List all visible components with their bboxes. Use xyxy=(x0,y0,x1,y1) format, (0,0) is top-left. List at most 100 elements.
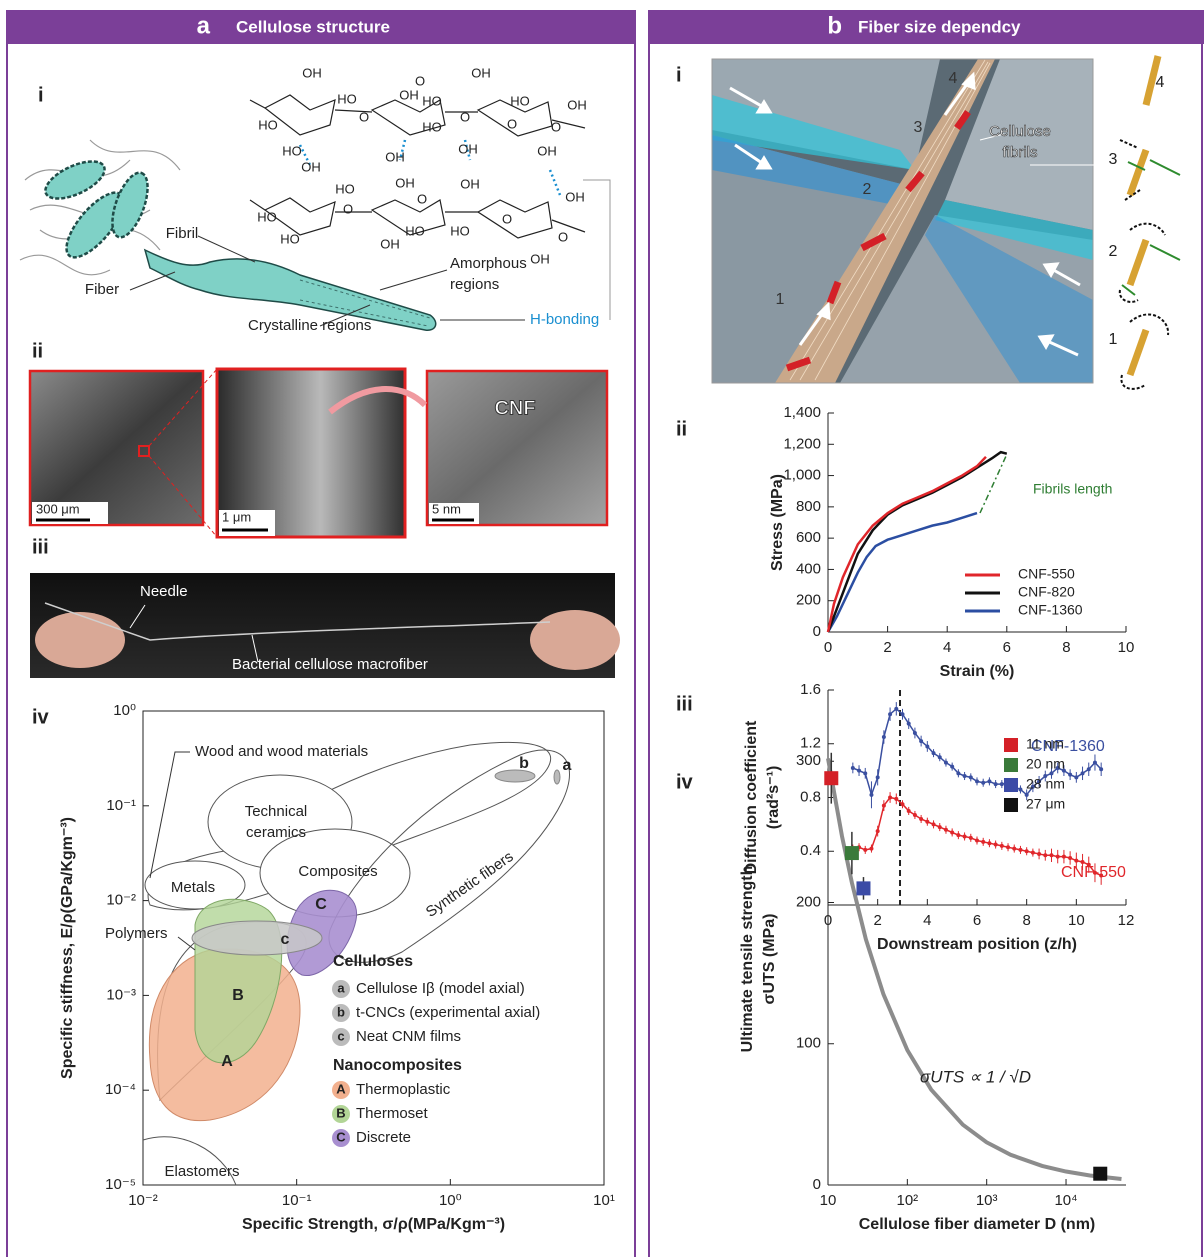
x-tick-label: 2 xyxy=(883,639,891,656)
subpanel-label: iv xyxy=(676,771,694,793)
point xyxy=(925,744,929,748)
legend-swatch xyxy=(1004,778,1018,792)
y-tick-label: 0.4 xyxy=(800,842,821,859)
point xyxy=(876,775,880,779)
point xyxy=(1081,771,1085,775)
y-tick-label: 100 xyxy=(796,1035,821,1052)
point xyxy=(1018,848,1022,852)
zone-label: 3 xyxy=(914,119,923,136)
fibril-label: Fibril xyxy=(166,225,199,242)
legend-label: CNF-550 xyxy=(1018,566,1075,582)
point xyxy=(888,796,892,800)
region-label: Polymers xyxy=(105,925,168,942)
y-tick-label: 200 xyxy=(796,893,821,910)
y-axis-title: (rad²s⁻¹) xyxy=(765,766,782,830)
state-label: 3 xyxy=(1109,151,1118,168)
subpanel-label: i xyxy=(38,84,44,106)
point xyxy=(851,766,855,770)
amorphous-label: regions xyxy=(450,276,499,293)
rotation-arrows xyxy=(1120,140,1180,389)
point xyxy=(856,881,870,895)
legend-text: Cellulose Iβ (model axial) xyxy=(356,980,525,997)
point xyxy=(969,775,973,779)
legend-text: Discrete xyxy=(356,1129,411,1146)
chem-label: O xyxy=(460,109,470,124)
x-tick-label: 8 xyxy=(1062,639,1070,656)
point xyxy=(876,829,880,833)
region xyxy=(495,770,535,782)
point xyxy=(1074,859,1078,863)
region-label: A xyxy=(221,1053,233,1070)
point xyxy=(956,833,960,837)
point xyxy=(1025,849,1029,853)
point xyxy=(932,822,936,826)
point xyxy=(882,735,886,739)
x-tick-label: 10⁻¹ xyxy=(282,1192,312,1209)
legend-key-label: C xyxy=(336,1129,346,1144)
legend-heading: Celluloses xyxy=(333,953,413,970)
chem-label: O xyxy=(359,109,369,124)
point xyxy=(950,830,954,834)
legend-text: Thermoset xyxy=(356,1105,429,1122)
y-tick-label: 0 xyxy=(813,623,821,640)
point xyxy=(857,769,861,773)
legend-swatch xyxy=(1004,738,1018,752)
x-tick-label: 10 xyxy=(1118,639,1135,656)
x-tick-label: 8 xyxy=(1022,912,1030,929)
point xyxy=(919,739,923,743)
state-label: 2 xyxy=(1109,243,1118,260)
point xyxy=(975,779,979,783)
y-tick-label: 600 xyxy=(796,529,821,546)
chem-label: O xyxy=(551,119,561,134)
chem-label: HO xyxy=(335,181,355,196)
legend-label: 28 nm xyxy=(1026,776,1065,792)
point xyxy=(888,712,892,716)
hand xyxy=(35,612,125,668)
point xyxy=(1056,855,1060,859)
legend-label: CNF-820 xyxy=(1018,584,1075,600)
point xyxy=(1018,787,1022,791)
legend-key-label: A xyxy=(336,1081,346,1096)
x-tick-label: 10⁻² xyxy=(128,1192,158,1209)
subpanel-label: ii xyxy=(676,418,687,440)
chem-label: O xyxy=(343,201,353,216)
point xyxy=(1043,853,1047,857)
y-tick-label: 1.6 xyxy=(800,681,821,698)
point xyxy=(950,765,954,769)
point xyxy=(1068,773,1072,777)
y-tick-label: 800 xyxy=(796,498,821,515)
y-tick-label: 400 xyxy=(796,560,821,577)
x-tick-label: 6 xyxy=(973,912,981,929)
point xyxy=(1093,761,1097,765)
point xyxy=(1062,855,1066,859)
chem-label: OH xyxy=(380,236,400,251)
x-tick-label: 6 xyxy=(1003,639,1011,656)
point xyxy=(932,751,936,755)
point xyxy=(1099,767,1103,771)
fibrils-label: Cellulose xyxy=(989,123,1051,140)
point xyxy=(901,712,905,716)
region-label: a xyxy=(563,757,572,774)
y-axis-title: Ultimate tensile strength xyxy=(739,866,756,1053)
chem-label: HO xyxy=(280,231,300,246)
chem-label: OH xyxy=(399,87,419,102)
x-tick-label: 2 xyxy=(873,912,881,929)
macrofiber-label: Bacterial cellulose macrofiber xyxy=(232,656,428,673)
chem-label: OH xyxy=(385,149,405,164)
needle-label: Needle xyxy=(140,583,188,600)
x-tick-label: 10⁰ xyxy=(439,1192,462,1209)
chem-label: O xyxy=(502,211,512,226)
y-tick-label: 10⁰ xyxy=(113,702,136,719)
point xyxy=(969,836,973,840)
y-tick-label: 300 xyxy=(796,752,821,769)
y-axis-title: Diffusion coefficient xyxy=(743,720,760,874)
x-tick-label: 12 xyxy=(1118,912,1135,929)
chem-label: OH xyxy=(471,65,491,80)
point xyxy=(938,755,942,759)
legend-key-label: b xyxy=(337,1004,345,1019)
x-tick-label: 0 xyxy=(824,639,832,656)
point xyxy=(907,722,911,726)
chem-label: HO xyxy=(510,93,530,108)
zone-label: 4 xyxy=(949,70,958,87)
chem-label: OH xyxy=(302,65,322,80)
